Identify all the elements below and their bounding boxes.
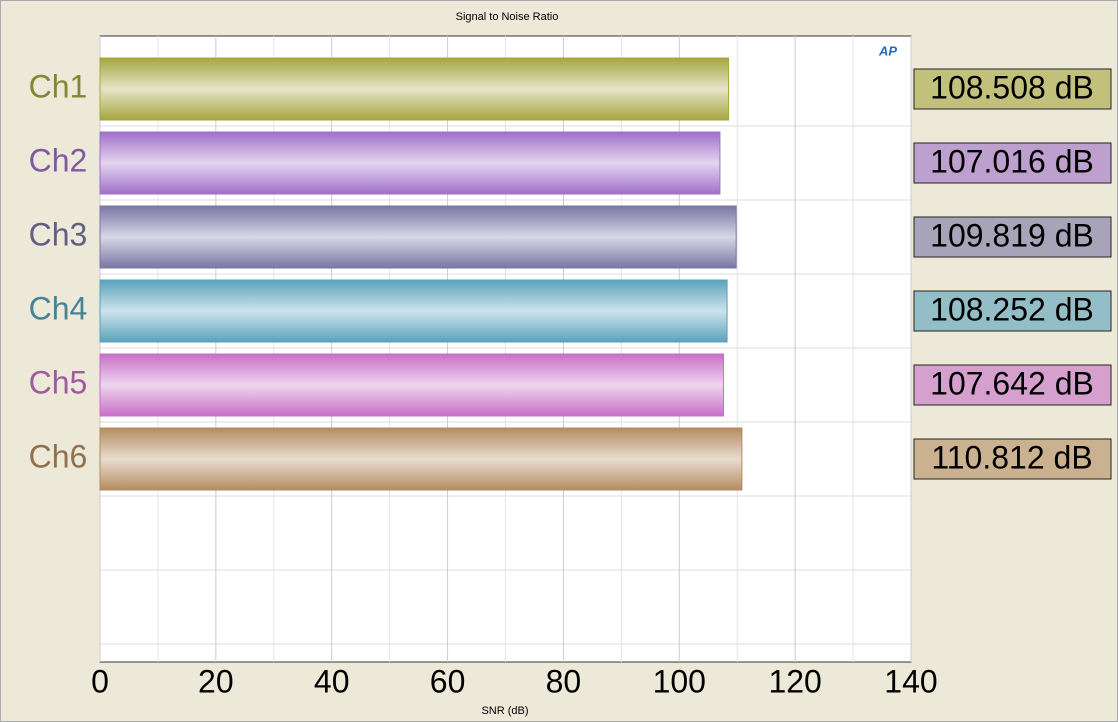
value-box [913, 438, 1112, 480]
value-label: 107.642 dB [930, 365, 1094, 401]
bar [99, 131, 721, 195]
bar [99, 279, 728, 343]
bar [99, 353, 725, 417]
bar [99, 57, 730, 121]
x-tick-label: 0 [91, 663, 109, 699]
category-label: Ch3 [29, 216, 88, 252]
value-box [913, 290, 1112, 332]
x-tick-label: 100 [653, 663, 706, 699]
x-tick-label: 60 [430, 663, 466, 699]
category-label: Ch6 [29, 438, 88, 474]
value-label: 109.819 dB [930, 217, 1094, 253]
value-label: 107.016 dB [930, 143, 1094, 179]
value-label: 108.508 dB [930, 69, 1094, 105]
value-label: 110.812 dB [931, 439, 1092, 475]
value-box [913, 68, 1112, 110]
value-box [913, 216, 1112, 258]
x-tick-label: 120 [768, 663, 821, 699]
x-tick-label: 40 [314, 663, 350, 699]
category-label: Ch5 [29, 364, 88, 400]
bar [99, 427, 743, 491]
x-tick-label: 140 [884, 663, 937, 699]
x-axis-label: SNR (dB) [481, 705, 528, 717]
value-box [913, 364, 1112, 406]
bar [99, 205, 737, 269]
category-label: Ch2 [29, 142, 88, 178]
x-tick-label: 20 [198, 663, 234, 699]
chart-title: Signal to Noise Ratio [456, 11, 559, 23]
category-label: Ch1 [29, 68, 88, 104]
x-tick-label: 80 [546, 663, 582, 699]
category-label: Ch4 [29, 290, 88, 326]
value-label: 108.252 dB [930, 291, 1094, 327]
logo: AP [878, 43, 897, 58]
value-box [913, 142, 1112, 184]
